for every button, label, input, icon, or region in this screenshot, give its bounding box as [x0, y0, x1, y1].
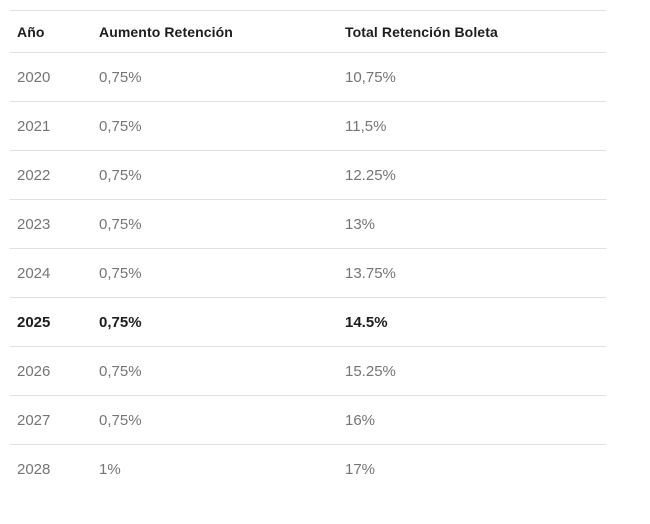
cell-year: 2024: [17, 264, 51, 282]
cell-total: 13.75%: [345, 264, 396, 282]
table-row: 2024 0,75% 13.75%: [10, 249, 606, 298]
table-body: 2020 0,75% 10,75% 2021 0,75% 11,5% 2022 …: [10, 53, 606, 494]
column-header-aumento-retencion: Aumento Retención: [99, 23, 233, 40]
cell-aumento: 0,75%: [99, 313, 142, 331]
table-row: 2021 0,75% 11,5%: [10, 102, 606, 151]
cell-total: 11,5%: [345, 117, 387, 135]
cell-aumento: 0,75%: [99, 68, 142, 86]
cell-aumento: 0,75%: [99, 362, 142, 380]
cell-year: 2020: [17, 68, 51, 86]
cell-aumento: 0,75%: [99, 264, 142, 282]
cell-year: 2026: [17, 362, 51, 380]
cell-total: 13%: [345, 215, 376, 233]
cell-aumento: 0,75%: [99, 166, 142, 184]
cell-total: 15.25%: [345, 362, 396, 380]
table-row: 2020 0,75% 10,75%: [10, 53, 606, 102]
retention-table-container: Año Aumento Retención Total Retención Bo…: [10, 10, 606, 494]
table-header: Año Aumento Retención Total Retención Bo…: [10, 11, 606, 53]
cell-total: 14.5%: [345, 313, 388, 331]
cell-aumento: 1%: [99, 460, 121, 478]
cell-aumento: 0,75%: [99, 215, 142, 233]
retention-table: Año Aumento Retención Total Retención Bo…: [10, 10, 606, 494]
cell-year: 2023: [17, 215, 51, 233]
cell-year: 2027: [17, 411, 51, 429]
cell-total: 17%: [345, 460, 376, 478]
header-row: Año Aumento Retención Total Retención Bo…: [10, 11, 606, 53]
column-header-ano: Año: [17, 23, 45, 40]
cell-year: 2028: [17, 460, 51, 478]
cell-aumento: 0,75%: [99, 117, 142, 135]
cell-total: 12.25%: [345, 166, 396, 184]
table-row: 2028 1% 17%: [10, 445, 606, 494]
table-row: 2023 0,75% 13%: [10, 200, 606, 249]
cell-aumento: 0,75%: [99, 411, 142, 429]
table-row: 2027 0,75% 16%: [10, 396, 606, 445]
cell-year: 2022: [17, 166, 51, 184]
table-row-highlighted: 2025 0,75% 14.5%: [10, 298, 606, 347]
cell-total: 16%: [345, 411, 376, 429]
column-header-total-retencion-boleta: Total Retención Boleta: [345, 23, 498, 40]
cell-year: 2021: [17, 117, 51, 135]
table-row: 2022 0,75% 12.25%: [10, 151, 606, 200]
table-row: 2026 0,75% 15.25%: [10, 347, 606, 396]
cell-total: 10,75%: [345, 68, 396, 86]
cell-year: 2025: [17, 313, 51, 331]
